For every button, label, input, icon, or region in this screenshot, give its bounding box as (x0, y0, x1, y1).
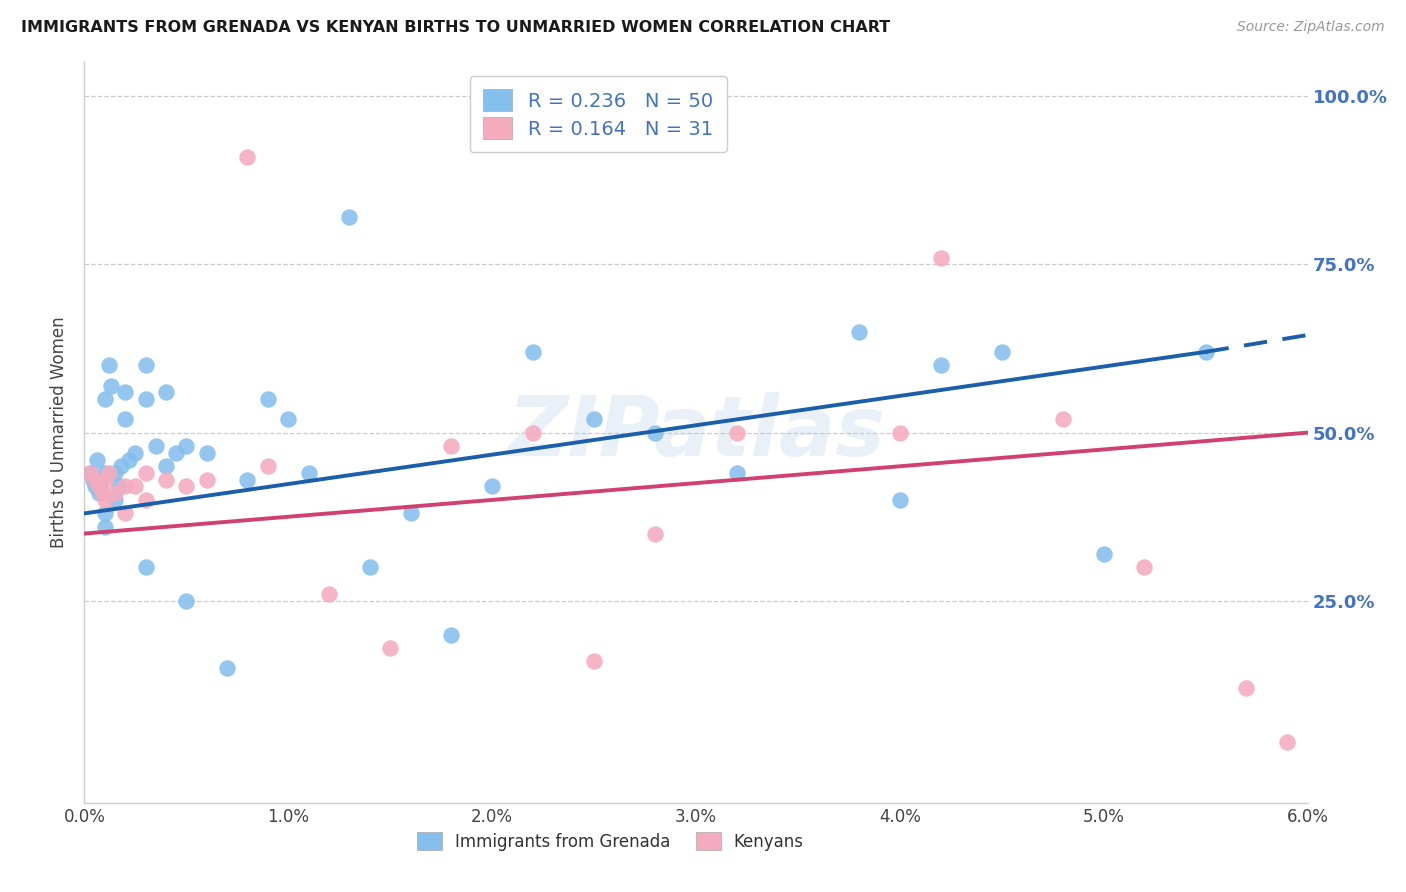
Point (399, 507, 422, 521)
Point (929, 359, 952, 373)
Point (644, 425, 666, 440)
Point (889, 425, 911, 440)
Point (176, 479, 198, 493)
Point (100, 378, 122, 392)
Point (114, 412, 136, 426)
Point (135, 492, 157, 507)
Point (991, 344, 1014, 359)
Point (93, 507, 117, 521)
Point (114, 479, 136, 493)
Point (93, 492, 117, 507)
Point (725, 425, 748, 440)
Point (93, 392, 117, 406)
Point (155, 473, 177, 487)
Point (440, 627, 463, 641)
Point (93, 466, 117, 480)
Point (277, 412, 299, 426)
Text: Source: ZipAtlas.com: Source: ZipAtlas.com (1237, 20, 1385, 34)
Point (583, 412, 606, 426)
Point (929, 251, 952, 265)
Point (87, 486, 110, 500)
Point (90, 473, 112, 487)
Point (889, 492, 911, 507)
Point (135, 466, 157, 480)
Point (114, 385, 136, 400)
Point (165, 446, 187, 460)
Point (195, 446, 218, 460)
Point (114, 507, 136, 521)
Point (318, 587, 340, 601)
Y-axis label: Births to Unmarried Women: Births to Unmarried Women (51, 317, 69, 549)
Point (848, 325, 870, 339)
Text: ZIPatlas: ZIPatlas (508, 392, 884, 473)
Point (79, 466, 101, 480)
Point (97, 466, 120, 480)
Point (583, 655, 606, 669)
Point (135, 560, 157, 574)
Point (1052, 412, 1074, 426)
Point (97, 359, 120, 373)
Point (155, 459, 177, 474)
Point (1277, 735, 1299, 749)
Point (176, 594, 198, 608)
Point (339, 211, 361, 225)
Point (217, 661, 239, 675)
Point (145, 439, 167, 453)
Point (155, 385, 177, 400)
Legend: Immigrants from Grenada, Kenyans: Immigrants from Grenada, Kenyans (411, 825, 810, 857)
Point (104, 492, 127, 507)
Point (725, 466, 748, 480)
Point (1236, 681, 1258, 696)
Point (380, 640, 402, 655)
Point (135, 359, 157, 373)
Point (1092, 547, 1115, 561)
Point (135, 392, 157, 406)
Point (124, 446, 146, 460)
Point (440, 439, 463, 453)
Point (91, 486, 114, 500)
Point (298, 466, 321, 480)
Point (83, 479, 105, 493)
Point (104, 466, 127, 480)
Point (257, 459, 280, 474)
Point (1195, 344, 1218, 359)
Text: IMMIGRANTS FROM GRENADA VS KENYAN BIRTHS TO UNMARRIED WOMEN CORRELATION CHART: IMMIGRANTS FROM GRENADA VS KENYAN BIRTHS… (21, 20, 890, 35)
Point (522, 344, 544, 359)
Point (1133, 560, 1156, 574)
Point (108, 479, 131, 493)
Point (644, 526, 666, 541)
Point (236, 473, 259, 487)
Point (93, 520, 117, 534)
Point (124, 479, 146, 493)
Point (481, 479, 503, 493)
Point (104, 486, 127, 500)
Point (257, 392, 280, 406)
Point (83, 473, 105, 487)
Point (522, 425, 544, 440)
Point (87, 479, 110, 493)
Point (195, 473, 218, 487)
Point (79, 466, 101, 480)
Point (110, 459, 132, 474)
Point (236, 150, 259, 164)
Point (86, 452, 108, 467)
Point (176, 439, 198, 453)
Point (118, 452, 141, 467)
Point (93, 473, 117, 487)
Point (359, 560, 381, 574)
Point (82, 473, 104, 487)
